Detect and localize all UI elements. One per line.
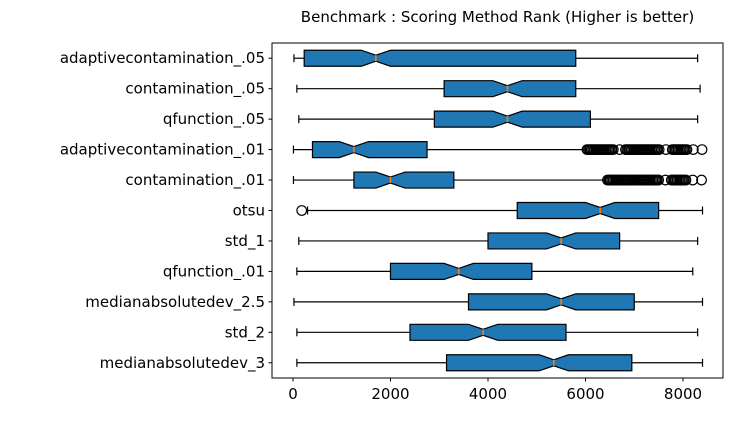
outlier-point	[687, 144, 699, 155]
outlier-point	[696, 174, 707, 186]
outlier-point	[696, 144, 708, 155]
x-tick-label: 8000	[664, 385, 702, 403]
chart-title: Benchmark : Scoring Method Rank (Higher …	[300, 8, 695, 26]
box-medianabsolutedev_2.5	[467, 293, 635, 311]
outlier-point	[687, 174, 699, 186]
outlier-point	[653, 144, 665, 155]
box-adaptivecontamination_.01	[311, 140, 428, 159]
y-tick-label: medianabsolutedev_2.5	[85, 293, 265, 312]
box-contamination_.05	[443, 80, 577, 98]
box-qfunction_.01	[389, 262, 533, 281]
box-otsu	[516, 201, 660, 220]
outlier-point	[614, 144, 626, 155]
y-tick-label: std_1	[225, 232, 265, 251]
y-tick-label: qfunction_.05	[163, 110, 265, 129]
box-medianabsolutedev_3	[445, 354, 633, 372]
x-tick-label: 6000	[566, 385, 604, 403]
y-tick-label: qfunction_.01	[163, 262, 265, 281]
outlier-point	[660, 174, 671, 186]
y-tick-label: otsu	[233, 202, 265, 220]
outlier-point	[680, 174, 692, 186]
box-std_1	[487, 232, 621, 250]
outlier-point	[681, 144, 693, 155]
x-tick-label: 2000	[371, 385, 409, 403]
box-contamination_.01	[353, 171, 455, 189]
y-tick-label: adaptivecontamination_.01	[60, 141, 265, 160]
outlier-point	[607, 144, 619, 155]
x-tick-label: 4000	[469, 385, 507, 403]
y-tick-label: std_2	[225, 323, 265, 342]
outlier-point	[296, 205, 308, 216]
box-qfunction_.05	[433, 110, 591, 128]
y-tick-label: contamination_.05	[125, 80, 265, 99]
y-tick-label: medianabsolutedev_3	[100, 354, 265, 373]
y-tick-label: adaptivecontamination_.05	[60, 49, 265, 68]
y-tick-label: contamination_.01	[125, 171, 265, 190]
x-tick-label: 0	[288, 385, 298, 403]
outlier-point	[653, 174, 665, 186]
box-adaptivecontamination_.05	[303, 49, 577, 67]
box-std_2	[409, 323, 567, 341]
